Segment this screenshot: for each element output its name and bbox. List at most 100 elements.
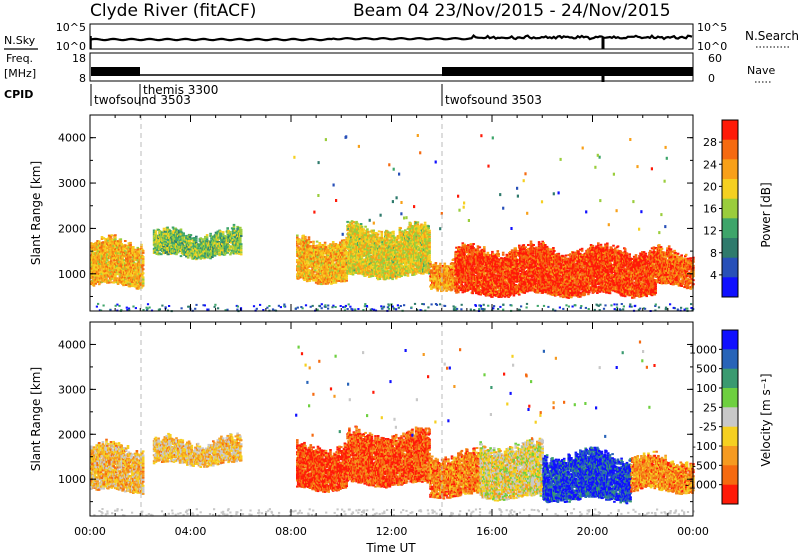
echo-cell [355,221,358,223]
echo-cell [140,246,143,248]
echo-cell [427,225,430,227]
nsky-tick-top: 10^5 [56,21,86,34]
echo-cell [206,236,209,238]
echo-cell [142,276,145,278]
echo-cell [436,290,439,292]
station-title: Clyde River (fitACF) [90,1,256,21]
echo-cell [316,241,319,243]
echo-cell [304,236,307,238]
echo-cell [240,243,243,245]
echo-cell [428,244,431,246]
echo-cell [392,231,395,233]
echo-cell [196,257,199,259]
echo-cell [381,237,384,239]
echo-cell [93,285,96,287]
echo-cell [222,231,225,233]
echo-cell [435,262,438,264]
echo-cell [428,238,431,240]
echo-cell [308,238,311,240]
echo-cell [399,227,402,229]
echo-cell [309,280,312,282]
echo-cell [187,257,190,259]
echo-cell [461,283,464,285]
echo-cell [457,291,460,293]
echo-cell [396,276,399,278]
echo-cell [142,264,145,266]
echo-cell [428,250,431,252]
nave-tick-bottom: 0 [708,72,715,85]
echo-cell [451,289,454,291]
nsky-label: N.Sky [4,34,36,47]
echo-cell [114,234,117,236]
echo-cell [114,238,117,240]
echo-cell [444,263,447,265]
echo-cell [428,246,431,248]
echo-cell [429,261,432,263]
echo-cell [240,235,243,237]
echo-cell [114,275,117,277]
echo-cell [233,224,236,226]
echo-cell [428,252,431,254]
echo-cell [182,239,185,241]
echo-cell [366,228,369,230]
echo-cell [404,229,407,231]
echo-cell [428,256,431,258]
echo-cell [226,227,229,229]
echo-cell [240,247,243,249]
echo-cell [229,231,232,233]
echo-cell [240,229,243,231]
echo-cell [391,278,394,280]
cpid-panel: CPID themis 3300 twofsound 3503 twofsoun… [4,83,542,107]
nsky-panel: N.Sky 10^5 10^0 10^5 10^0 N.Search [4,21,799,53]
echo-cell [98,240,101,242]
echo-cell [362,230,365,232]
echo-cell [142,272,145,274]
echo-cell [312,243,315,245]
echo-cell [378,230,381,232]
cpid-label: CPID [4,88,33,101]
echo-cell [399,229,402,231]
echo-cell [361,226,364,228]
echo-cell [428,242,431,244]
echo-cell [214,255,217,257]
echo-cell [209,233,212,235]
echo-cell [167,253,170,255]
freq-tick-bottom: 8 [79,72,86,85]
echo-cell [160,253,163,255]
echo-cell [175,229,178,231]
echo-cell [355,260,358,262]
echo-cell [240,251,243,253]
echo-cell [312,241,315,243]
echo-cell [343,239,346,241]
echo-cell [429,263,432,265]
echo-cell [332,241,335,243]
echo-cell [372,230,375,232]
echo-cell [190,244,193,246]
echo-cell [105,249,108,251]
echo-cell [233,234,236,236]
echo-cell [377,233,380,235]
echo-cell [142,285,145,287]
echo-cell [111,234,114,236]
echo-cell [216,235,219,237]
echo-cell [129,242,132,244]
echo-cell [105,278,108,280]
echo-cell [392,235,395,237]
nave-tick-top: 60 [708,52,722,65]
echo-cell [428,258,431,260]
echo-cell [142,279,145,281]
echo-cell [424,224,427,226]
echo-cell [169,230,172,232]
echo-cell [303,279,306,281]
echo-cell [395,277,398,279]
echo-cell [427,227,430,229]
echo-cell [197,247,200,249]
echo-cell [381,231,384,233]
echo-cell [345,280,348,282]
echo-cell [239,239,242,241]
echo-cell [436,284,439,286]
echo-cell [182,232,185,234]
echo-cell [445,290,448,292]
echo-cell [134,249,137,251]
